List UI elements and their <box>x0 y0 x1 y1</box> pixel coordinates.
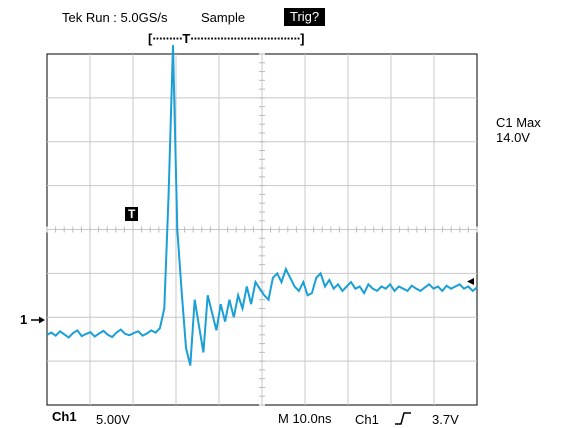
volts-per-div: 5.00V <box>96 412 130 427</box>
record-post-trigger-dots: ································· <box>190 31 301 46</box>
channel-marker-arrow-head <box>39 316 45 324</box>
rising-edge-icon <box>395 412 411 425</box>
channel-label: Ch1 <box>52 409 77 424</box>
record-bracket-right: ] <box>300 31 305 46</box>
acquisition-status: Tek Run : 5.0GS/s <box>62 10 168 25</box>
measurement-value: 14.0V <box>496 130 530 145</box>
trigger-source: Ch1 <box>355 412 379 427</box>
channel-1-marker-label: 1 <box>20 312 28 327</box>
channel-1-trace <box>46 45 478 366</box>
trigger-status-badge: Trig? <box>284 8 326 26</box>
record-bracket-left: [ <box>148 31 153 46</box>
record-pre-trigger-dots: ········· <box>152 31 183 46</box>
trigger-level: 3.7V <box>432 412 459 427</box>
measurement-title: C1 Max <box>496 115 541 130</box>
measurement-readout: C1 Max 14.0V <box>496 115 541 145</box>
record-position-indicator: [·········T·····························… <box>148 31 304 46</box>
graticule-center-ticks <box>46 53 478 406</box>
trigger-level-arrow <box>467 278 474 285</box>
trigger-point-label: T <box>125 207 139 221</box>
record-trigger-marker: T <box>182 31 191 46</box>
acquisition-mode: Sample <box>201 10 246 25</box>
timebase-readout: M 10.0ns <box>278 411 332 426</box>
